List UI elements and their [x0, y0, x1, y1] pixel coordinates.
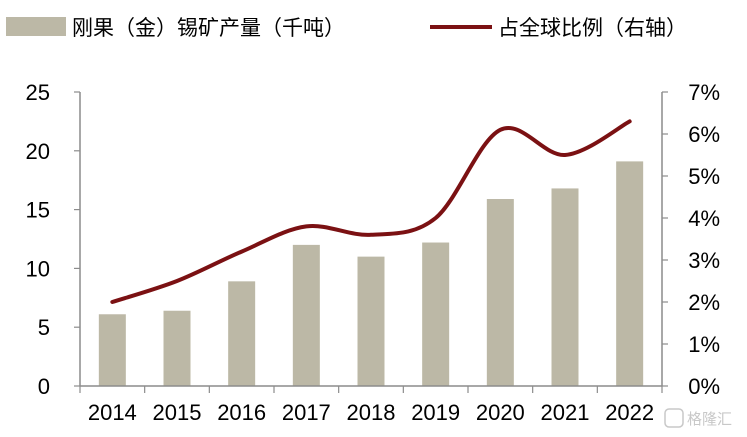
bar-2019 [422, 242, 450, 386]
right-tick-label: 0% [688, 374, 720, 399]
share-line [110, 119, 632, 304]
bar-2022 [616, 161, 644, 386]
axes [74, 91, 668, 393]
legend-bar-label: 刚果（金）锡矿产量（千吨） [72, 16, 345, 40]
x-tick-label: 2015 [153, 400, 202, 425]
x-tick-label: 2019 [411, 400, 460, 425]
right-tick-label: 1% [688, 332, 720, 357]
left-axis-ticks: 0 5 10 15 20 25 [26, 80, 50, 399]
bar-2021 [551, 188, 579, 386]
left-tick-label: 25 [26, 80, 50, 105]
x-tick-label: 2016 [217, 400, 266, 425]
bar-2020 [486, 199, 514, 386]
watermark-text: 格隆汇 [687, 410, 732, 428]
x-tick-label: 2020 [476, 400, 525, 425]
right-tick-label: 6% [688, 122, 720, 147]
legend-bar-swatch [6, 17, 66, 36]
right-tick-label: 2% [688, 290, 720, 315]
right-axis-ticks: 0% 1% 2% 3% 4% 5% 6% 7% [688, 80, 720, 399]
x-tick-label: 2018 [347, 400, 396, 425]
bar-2014 [98, 314, 126, 386]
bar-2016 [228, 281, 256, 386]
right-tick-label: 7% [688, 80, 720, 105]
x-tick-label: 2017 [282, 400, 331, 425]
left-tick-label: 5 [38, 315, 50, 340]
left-tick-label: 20 [26, 139, 50, 164]
watermark-logo-icon [664, 408, 684, 428]
bar-series [98, 161, 644, 386]
left-tick-label: 0 [38, 374, 50, 399]
bar-2015 [163, 310, 191, 386]
x-tick-label: 2022 [605, 400, 654, 425]
legend-line-label: 占全球比例（右轴） [498, 16, 687, 40]
right-tick-label: 3% [688, 248, 720, 273]
bar-2018 [357, 256, 385, 386]
line-series [110, 119, 632, 304]
right-tick-label: 4% [688, 206, 720, 231]
x-axis-ticks: 2014 2015 2016 2017 2018 2019 2020 2021 2022 [88, 400, 654, 425]
legend: 刚果（金）锡矿产量（千吨） 占全球比例（右轴） [6, 16, 687, 40]
right-tick-label: 5% [688, 164, 720, 189]
x-tick-label: 2021 [541, 400, 590, 425]
bar-2017 [292, 244, 320, 386]
left-tick-label: 10 [26, 256, 50, 281]
watermark: 格隆汇 [664, 408, 732, 428]
left-tick-label: 15 [26, 198, 50, 223]
x-tick-label: 2014 [88, 400, 137, 425]
